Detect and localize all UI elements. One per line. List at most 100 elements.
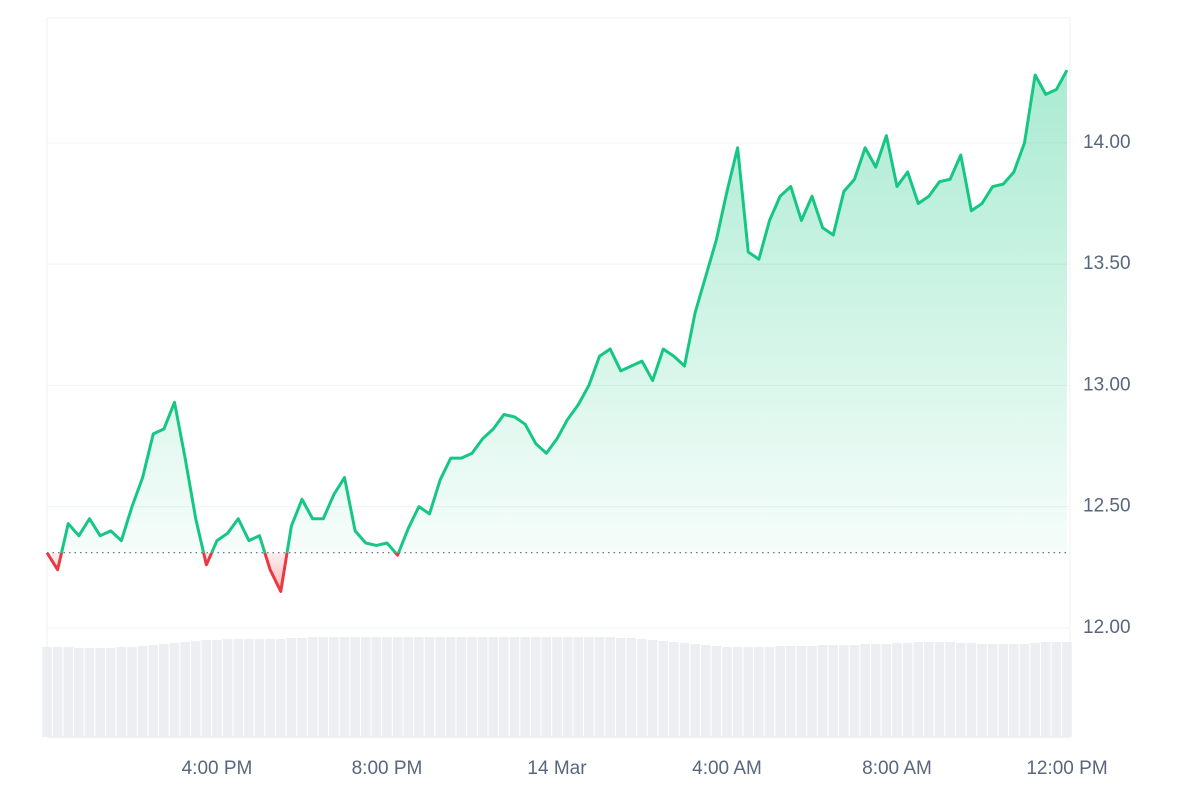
volume-bar	[722, 647, 732, 737]
volume-bar	[201, 640, 212, 737]
volume-bar	[700, 645, 711, 737]
area-up	[47, 70, 1067, 553]
volume-bar	[679, 643, 690, 737]
volume-bar	[637, 639, 647, 737]
volume-bar	[945, 642, 955, 737]
volume-bar	[137, 646, 148, 737]
volume-bar	[212, 640, 222, 737]
volume-bar	[403, 637, 414, 737]
volume-bar	[796, 646, 807, 737]
volume-bar	[477, 637, 488, 737]
volume-bar	[520, 637, 530, 737]
volume-bar	[934, 642, 945, 737]
volume-bar	[647, 640, 658, 737]
volume-bar	[1040, 642, 1051, 737]
volume-bar	[987, 644, 998, 737]
volume-bar	[244, 639, 254, 737]
volume-bar	[169, 643, 180, 737]
volume-bar	[690, 644, 700, 737]
y-tick-label: 12.50	[1083, 496, 1131, 517]
volume-bar	[1030, 643, 1040, 737]
volume-bar	[966, 643, 977, 737]
volume-bar	[254, 639, 265, 737]
volume-bar	[360, 637, 371, 737]
volume-bar	[190, 641, 201, 737]
x-tick-label: 8:00 AM	[862, 758, 932, 779]
volume-bar	[392, 637, 403, 737]
volume-bar	[573, 637, 584, 737]
volume-bar	[127, 647, 137, 737]
volume-bar	[807, 646, 817, 737]
volume-bar	[84, 648, 95, 737]
volume-bar	[955, 643, 966, 737]
volume-bar	[148, 645, 159, 737]
volume-bar	[95, 648, 105, 737]
volume-bar	[828, 645, 839, 737]
volume-bar	[371, 637, 382, 737]
volume-bar	[754, 647, 764, 737]
volume-bar	[265, 639, 275, 737]
volume-bar	[105, 648, 116, 737]
volume-bar	[584, 637, 594, 737]
volume-bar	[424, 637, 435, 737]
volume-bar	[1051, 642, 1062, 737]
volume-bar	[594, 637, 605, 737]
volume-bar	[116, 647, 127, 737]
volume-bar	[382, 637, 392, 737]
volume-bar	[849, 645, 860, 737]
volume-bar	[307, 637, 318, 737]
volume-bar	[541, 637, 552, 737]
volume-bar	[902, 643, 913, 737]
x-tick-label: 4:00 AM	[692, 758, 762, 779]
volume-bar	[42, 647, 52, 737]
volume-bar	[870, 644, 881, 737]
volume-bar	[998, 644, 1009, 737]
volume-bar	[669, 642, 679, 737]
x-tick-label: 8:00 PM	[352, 758, 423, 779]
volume-bar	[658, 641, 669, 737]
x-tick-label: 4:00 PM	[182, 758, 253, 779]
volume-bar	[350, 637, 360, 737]
volume-bar	[913, 642, 924, 737]
volume-bar	[775, 646, 785, 737]
volume-bar	[562, 637, 573, 737]
y-tick-label: 14.00	[1083, 132, 1131, 153]
volume-bar	[626, 638, 637, 737]
volume-bar	[839, 645, 849, 737]
volume-bar	[552, 637, 562, 737]
volume-bar	[488, 637, 499, 737]
volume-bar	[817, 645, 828, 737]
volume-bar	[732, 647, 743, 737]
volume-bar	[615, 638, 626, 737]
volume-bar	[339, 637, 350, 737]
volume-bar	[275, 639, 286, 737]
volume-bar	[764, 647, 775, 737]
volume-bar	[286, 638, 297, 737]
volume-bar	[924, 642, 934, 737]
volume-bar	[414, 637, 424, 737]
volume-bar	[467, 637, 477, 737]
volume-bar	[329, 637, 339, 737]
volume-bar	[785, 646, 796, 737]
volume-bar	[180, 642, 190, 737]
volume-bar	[233, 639, 244, 737]
volume-bar	[445, 637, 456, 737]
volume-bar	[1009, 644, 1019, 737]
price-line-up	[46, 69, 1069, 553]
volume-bar	[297, 638, 307, 737]
volume-bar	[605, 637, 615, 737]
volume-bar	[977, 644, 987, 737]
y-tick-label: 12.00	[1083, 617, 1131, 638]
volume-bar	[499, 637, 509, 737]
volume-bar	[711, 646, 722, 737]
volume-bar	[435, 637, 445, 737]
volume-bar	[74, 648, 84, 737]
volume-bar	[222, 639, 233, 737]
volume-bar	[318, 637, 329, 737]
volume-bar	[530, 637, 541, 737]
volume-bar	[456, 637, 467, 737]
volume-bar	[881, 644, 892, 737]
volume-bar	[63, 647, 74, 737]
